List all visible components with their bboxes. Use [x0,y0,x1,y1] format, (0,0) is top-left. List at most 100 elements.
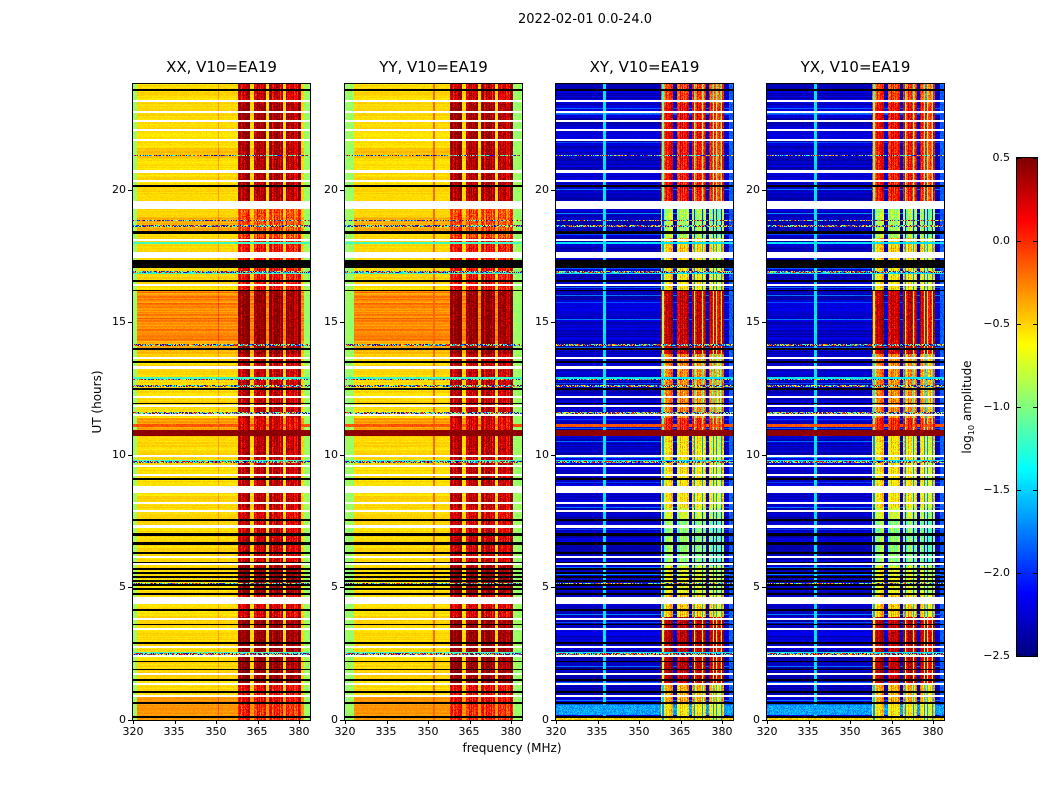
x-tick-mark [598,720,599,724]
y-tick-mark [551,190,555,191]
y-tick-label: 15 [746,315,760,328]
y-tick-label: 10 [535,448,549,461]
y-tick-mark [551,587,555,588]
colorbar-tick-mark [1033,324,1037,325]
y-tick-label: 20 [112,183,126,196]
colorbar-tick-mark [1033,490,1037,491]
y-tick-label: 5 [331,580,338,593]
y-tick-label: 0 [119,713,126,726]
y-tick-mark [128,190,132,191]
x-tick-label: 335 [586,725,608,738]
panel-xx: XX, V10=EA19 20 15 10 5 0 320 335 350 36… [112,58,311,738]
panel-yy: YY, V10=EA19 20 15 10 5 0 320 335 350 36… [324,58,523,738]
y-tick-mark [762,587,766,588]
y-tick-mark [128,455,132,456]
x-tick-mark [722,720,723,724]
panel-yx: YX, V10=EA19 20 15 10 5 0 320 335 350 36… [746,58,945,738]
panel-title-yx: YX, V10=EA19 [800,58,911,76]
x-tick-mark [556,720,557,724]
y-tick-mark [551,322,555,323]
colorbar-tick-label: −1.5 [983,483,1010,496]
x-tick-mark [299,720,300,724]
colorbar-tick-mark [1017,573,1021,574]
x-tick-label: 320 [122,725,144,738]
colorbar-tick-mark [1017,241,1021,242]
colorbar-tick-mark [1033,158,1037,159]
x-tick-mark [639,720,640,724]
panel-title-xy: XY, V10=EA19 [589,58,700,76]
y-tick-mark [340,720,344,721]
panel-title-yy: YY, V10=EA19 [379,58,488,76]
colorbar-tick-label: 0.5 [992,151,1011,164]
y-tick-mark [128,322,132,323]
y-tick-label: 5 [542,580,549,593]
x-tick-label: 350 [628,725,650,738]
x-tick-label: 320 [756,725,778,738]
y-tick-mark [128,720,132,721]
x-tick-label: 380 [500,725,522,738]
x-tick-label: 320 [545,725,567,738]
y-tick-label: 20 [535,183,549,196]
colorbar-tick-mark [1017,158,1021,159]
x-tick-label: 335 [163,725,185,738]
x-tick-label: 365 [246,725,268,738]
y-tick-label: 5 [119,580,126,593]
panel-title-xx: XX, V10=EA19 [166,58,277,76]
x-tick-mark [216,720,217,724]
heatmap-canvas-xy [555,83,734,721]
x-tick-label: 350 [417,725,439,738]
x-axis-label: frequency (MHz) [462,741,562,755]
y-tick-label: 0 [331,713,338,726]
x-tick-mark [809,720,810,724]
x-tick-mark [258,720,259,724]
x-tick-mark [387,720,388,724]
y-tick-mark [340,322,344,323]
y-tick-label: 5 [753,580,760,593]
x-tick-mark [850,720,851,724]
x-tick-label: 350 [205,725,227,738]
y-tick-mark [340,190,344,191]
y-tick-mark [340,455,344,456]
heatmap-canvas-xx [132,83,311,721]
y-tick-label: 20 [746,183,760,196]
x-tick-label: 365 [880,725,902,738]
colorbar-tick-label: −2.5 [983,649,1010,662]
colorbar-tick-label: −1.0 [983,400,1010,413]
y-tick-mark [551,720,555,721]
y-tick-mark [128,587,132,588]
colorbar-label: log10 amplitude [959,360,977,454]
colorbar-tick-mark [1017,407,1021,408]
x-tick-mark [511,720,512,724]
figure-title: 2022-02-01 0.0-24.0 [518,12,652,27]
x-tick-mark [767,720,768,724]
y-tick-mark [551,455,555,456]
heatmap-canvas-yx [766,83,945,721]
colorbar-tick-mark [1017,490,1021,491]
y-tick-label: 15 [535,315,549,328]
x-tick-label: 365 [458,725,480,738]
x-tick-label: 380 [288,725,310,738]
x-tick-label: 380 [711,725,733,738]
colorbar: 0.5 0.0 −0.5 −1.0 −1.5 −2.0 −2.5 log10 a… [960,151,1038,662]
y-tick-label: 10 [746,448,760,461]
x-tick-mark [681,720,682,724]
x-tick-mark [133,720,134,724]
x-tick-mark [892,720,893,724]
x-tick-mark [345,720,346,724]
y-tick-label: 15 [112,315,126,328]
colorbar-tick-label: 0.0 [992,234,1011,247]
x-tick-label: 350 [839,725,861,738]
colorbar-tick-label: −2.0 [983,566,1010,579]
x-tick-mark [470,720,471,724]
y-tick-mark [762,322,766,323]
colorbar-gradient [1016,157,1038,657]
x-tick-label: 380 [922,725,944,738]
y-tick-mark [762,455,766,456]
x-tick-mark [175,720,176,724]
panel-xy: XY, V10=EA19 20 15 10 5 0 320 335 350 36… [535,58,734,738]
x-tick-label: 365 [669,725,691,738]
colorbar-tick-mark [1033,573,1037,574]
y-tick-label: 20 [324,183,338,196]
y-tick-label: 15 [324,315,338,328]
